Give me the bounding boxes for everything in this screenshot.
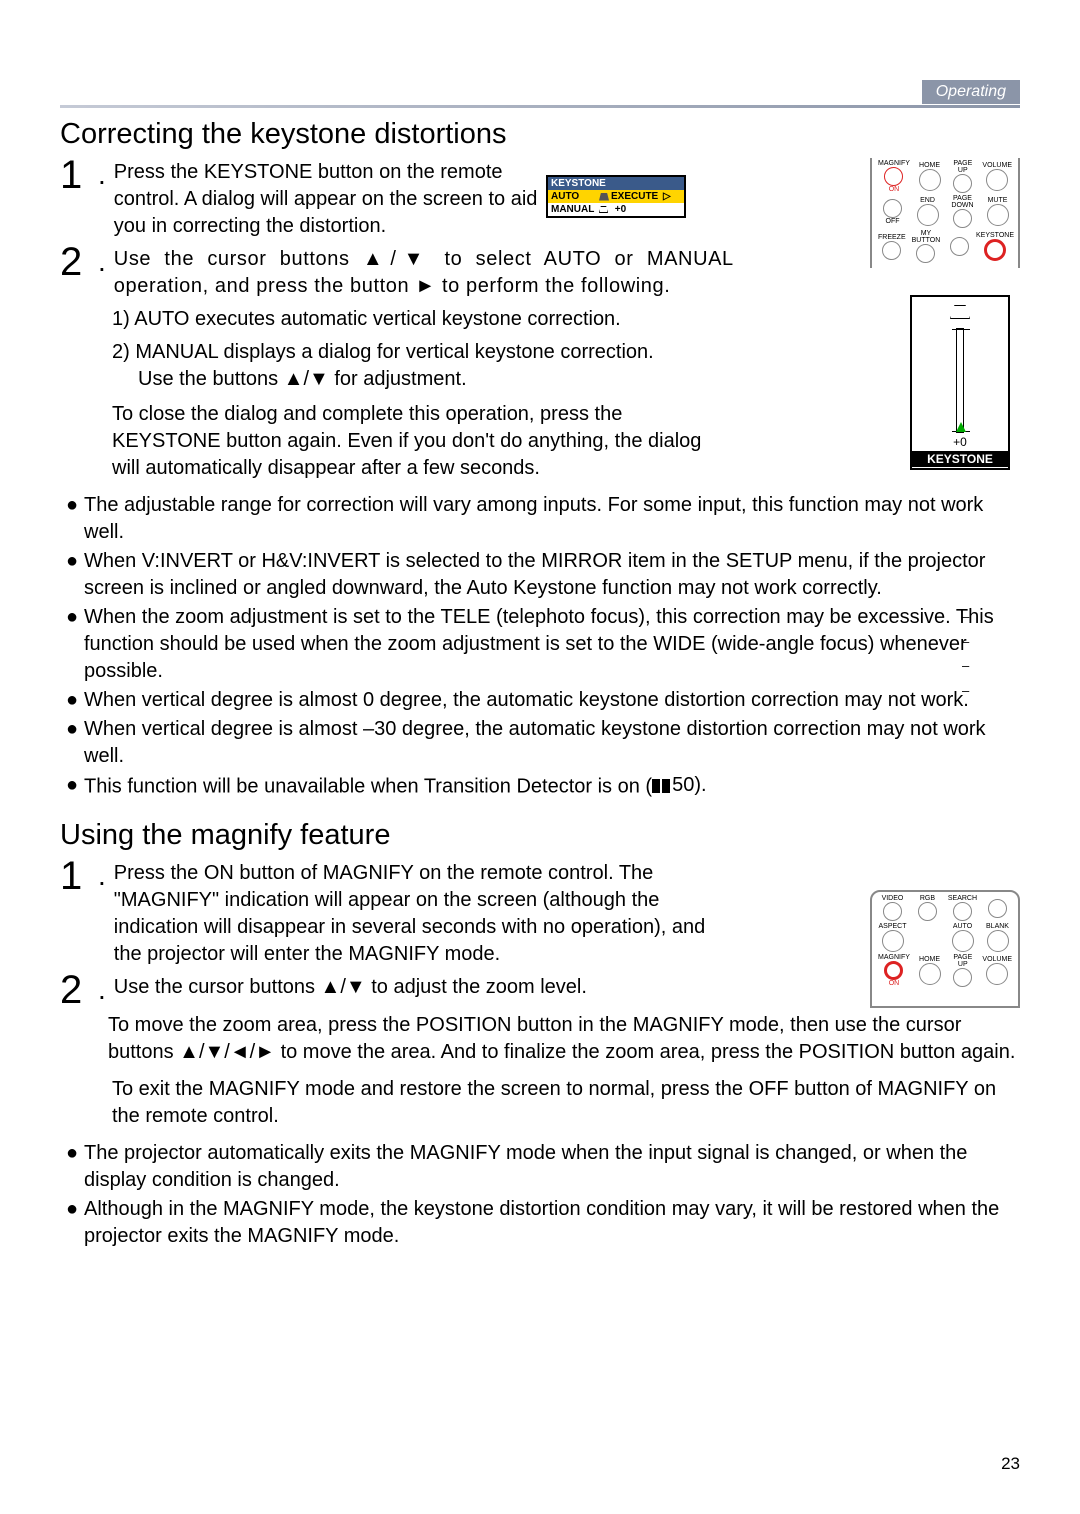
- bullet-list: ●The projector automatically exits the M…: [60, 1140, 1020, 1250]
- step-number: 2: [60, 970, 98, 1010]
- section-heading: Correcting the keystone distortions: [60, 118, 1020, 151]
- pagedown-button: [953, 209, 972, 228]
- substep-2b: Use the buttons ▲/▼ for adjustment.: [138, 366, 1020, 393]
- step-text: Press the ON button of MAGNIFY on the re…: [114, 856, 734, 968]
- trapezoid-icon: [950, 305, 970, 319]
- search-button: [953, 902, 972, 921]
- step-number: 2: [60, 242, 98, 300]
- magnify-on-button: [884, 961, 903, 980]
- mybutton-button: [916, 244, 935, 263]
- dialog-row-manual: MANUAL +0: [548, 203, 684, 216]
- magnify-on-button: [884, 167, 903, 186]
- scale-dashes: ––––: [962, 605, 969, 704]
- keystone-adjust-panel: –––– +0 KEYSTONE: [910, 295, 1010, 470]
- pageup-button: [953, 968, 972, 987]
- trapezoid-icon: [599, 193, 609, 201]
- exit-text: To exit the MAGNIFY mode and restore the…: [112, 1076, 1020, 1130]
- step-text-cont: To move the zoom area, press the POSITIO…: [108, 1012, 1020, 1066]
- bullet-item: ●When vertical degree is almost 0 degree…: [60, 687, 1020, 714]
- step-number: 1: [60, 155, 98, 240]
- power-button: [988, 899, 1007, 918]
- keystone-value: +0: [912, 435, 1008, 449]
- keystone-label: KEYSTONE: [912, 451, 1008, 467]
- substep-1: 1) AUTO executes automatic vertical keys…: [112, 306, 1020, 333]
- scale-bar: [956, 328, 964, 433]
- section-tab: Operating: [922, 80, 1020, 104]
- page-number: 23: [1001, 1454, 1020, 1474]
- step-text: Press the KEYSTONE button on the remote …: [114, 155, 564, 240]
- close-text: To close the dialog and complete this op…: [112, 401, 712, 482]
- blank-button: [987, 930, 1009, 952]
- volume-button: [986, 963, 1008, 985]
- dialog-title: KEYSTONE: [548, 177, 684, 190]
- scale-marker: [956, 422, 966, 432]
- section-heading: Using the magnify feature: [60, 819, 1020, 852]
- video-button: [883, 902, 902, 921]
- pageup-button: [953, 174, 972, 193]
- bullet-list: ●The adjustable range for correction wil…: [60, 492, 1020, 801]
- bullet-item: ●When the zoom adjustment is set to the …: [60, 604, 1020, 685]
- mybutton2-button: [950, 237, 969, 256]
- bullet-item: ●When vertical degree is almost –30 degr…: [60, 716, 1020, 770]
- aspect-button: [882, 930, 904, 952]
- bullet-item: ●This function will be unavailable when …: [60, 772, 1020, 801]
- bullet-item: ●The projector automatically exits the M…: [60, 1140, 1020, 1194]
- divider: [60, 105, 1020, 108]
- step-number: 1: [60, 856, 98, 968]
- rgb-button: [918, 902, 937, 921]
- remote-fragment-bottom: VIDEO RGB SEARCH ASPECT AUTO BLANK MAGNI…: [870, 890, 1020, 1008]
- substep-2: 2) MANUAL displays a dialog for vertical…: [112, 339, 762, 366]
- step-text: Use the cursor buttons ▲/▼ to select AUT…: [114, 242, 734, 300]
- dialog-row-auto: AUTO EXECUTE ▷: [548, 190, 684, 203]
- trapezoid-icon: [599, 206, 608, 213]
- freeze-button: [882, 241, 901, 260]
- remote-fragment-top: MAGNIFYON HOME PAGE UP VOLUME OFF END PA…: [870, 158, 1020, 268]
- bullet-item: ●When V:INVERT or H&V:INVERT is selected…: [60, 548, 1020, 602]
- bullet-item: ●Although in the MAGNIFY mode, the keyst…: [60, 1196, 1020, 1250]
- magnify-off-button: [883, 199, 902, 218]
- keystone-dialog: KEYSTONE AUTO EXECUTE ▷ MANUAL +0: [546, 175, 686, 218]
- bullet-item: ●The adjustable range for correction wil…: [60, 492, 1020, 546]
- home-button: [919, 963, 941, 985]
- volume-button: [986, 169, 1008, 191]
- end-button: [917, 204, 939, 226]
- auto-button: [952, 930, 974, 952]
- manual-ref-icon: [652, 779, 670, 793]
- mute-button: [987, 204, 1009, 226]
- keystone-button: [984, 239, 1006, 261]
- home-button: [919, 169, 941, 191]
